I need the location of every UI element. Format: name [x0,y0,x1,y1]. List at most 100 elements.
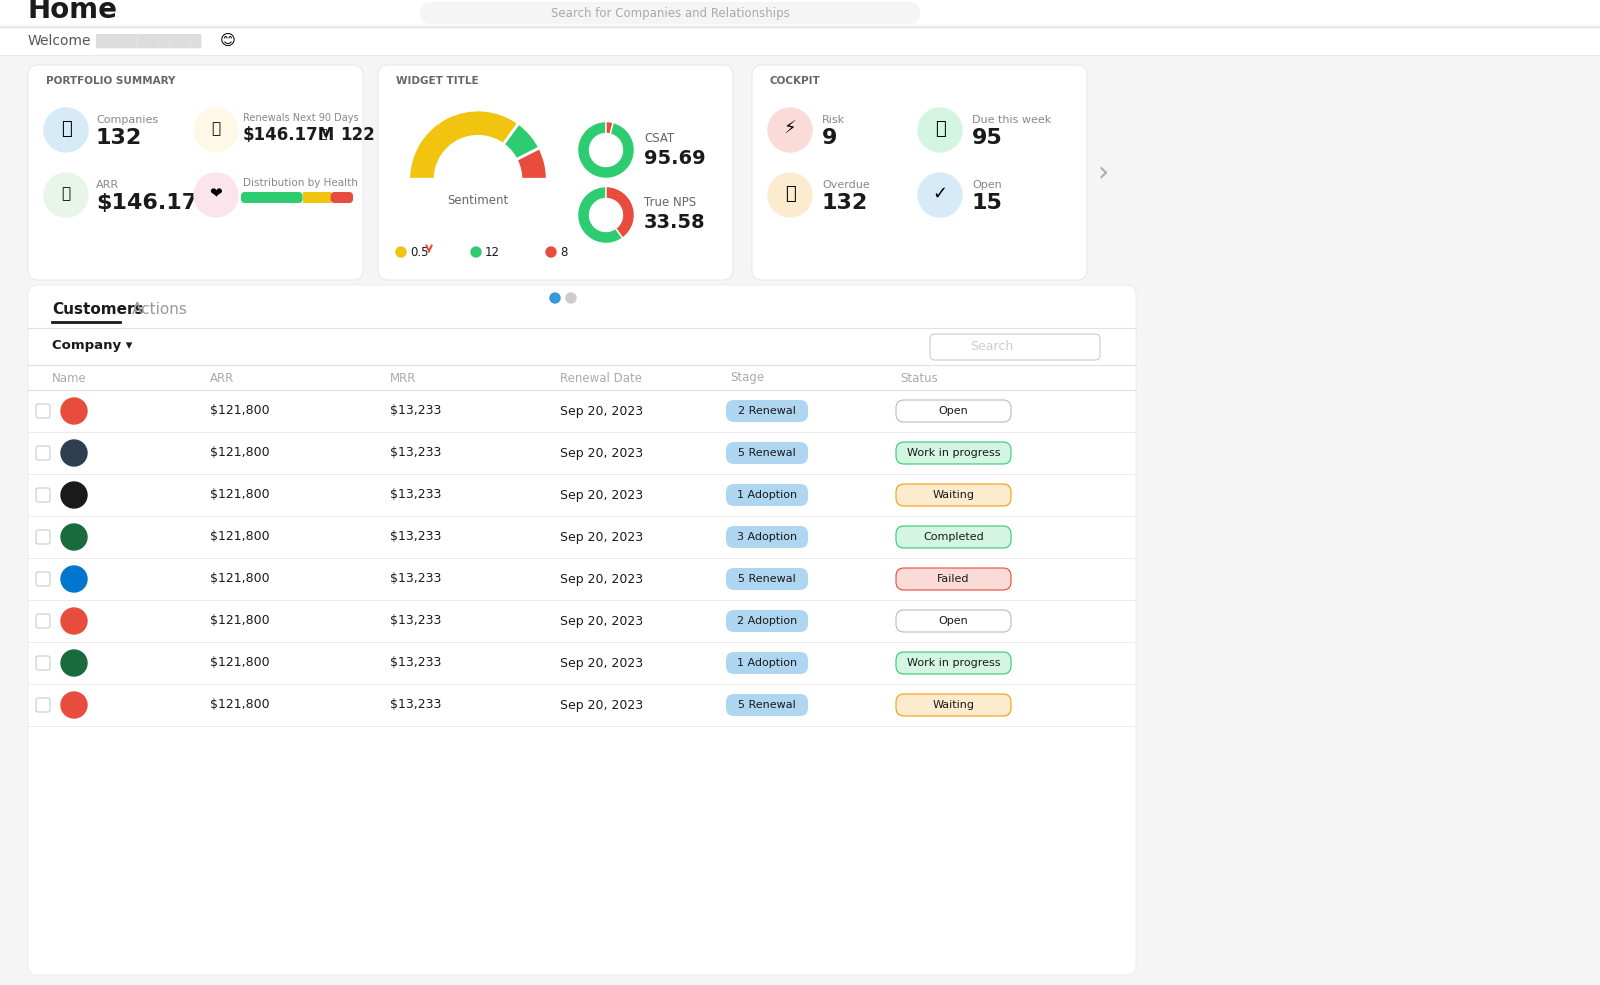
Text: Open: Open [939,616,968,626]
Text: 2 Renewal: 2 Renewal [738,406,795,416]
Circle shape [61,608,86,634]
Text: 95.69: 95.69 [643,149,706,167]
FancyBboxPatch shape [419,2,920,24]
FancyBboxPatch shape [726,652,808,674]
Text: Work in progress: Work in progress [907,448,1000,458]
Text: PORTFOLIO SUMMARY: PORTFOLIO SUMMARY [46,76,176,86]
Text: 1 Adoption: 1 Adoption [738,658,797,668]
Text: ⏰: ⏰ [934,120,946,138]
FancyBboxPatch shape [896,610,1011,632]
Text: 5 Renewal: 5 Renewal [738,448,795,458]
Text: ✓: ✓ [933,185,947,203]
Text: MRR: MRR [390,371,416,384]
FancyBboxPatch shape [35,656,50,670]
Text: 122: 122 [339,126,374,144]
Text: 132: 132 [96,128,142,148]
Circle shape [61,440,86,466]
FancyBboxPatch shape [726,568,808,590]
FancyBboxPatch shape [726,484,808,506]
Text: $13,233: $13,233 [390,572,442,585]
Circle shape [61,482,86,508]
Text: ARR: ARR [210,371,234,384]
Text: Completed: Completed [923,532,984,542]
FancyBboxPatch shape [726,442,808,464]
Text: $13,233: $13,233 [390,656,442,670]
Text: 132: 132 [822,193,869,213]
Text: 📋: 📋 [320,128,326,142]
Text: Home: Home [29,0,118,24]
Text: Open: Open [973,180,1002,190]
Text: 2 Adoption: 2 Adoption [738,616,797,626]
FancyBboxPatch shape [0,27,1600,55]
Text: Search: Search [970,341,1013,354]
FancyBboxPatch shape [896,652,1011,674]
Text: CSAT: CSAT [643,132,674,145]
Circle shape [61,398,86,424]
Text: $121,800: $121,800 [210,405,270,418]
Circle shape [397,247,406,257]
Circle shape [61,524,86,550]
Circle shape [566,293,576,303]
Text: Due this week: Due this week [973,115,1051,125]
Text: True NPS: True NPS [643,196,696,210]
Circle shape [45,173,88,217]
Text: Welcome: Welcome [29,34,91,48]
FancyBboxPatch shape [35,488,50,502]
Text: Sentiment: Sentiment [448,193,509,207]
Text: Renewals Next 90 Days: Renewals Next 90 Days [243,113,358,123]
Wedge shape [408,110,518,179]
Text: Sep 20, 2023: Sep 20, 2023 [560,489,643,501]
Circle shape [546,247,557,257]
Text: $121,800: $121,800 [210,698,270,711]
Circle shape [768,173,813,217]
Text: Open: Open [939,406,968,416]
FancyBboxPatch shape [35,446,50,460]
Wedge shape [578,186,622,243]
FancyBboxPatch shape [896,442,1011,464]
Text: Distribution by Health: Distribution by Health [243,178,358,188]
FancyBboxPatch shape [35,530,50,544]
Wedge shape [517,148,547,179]
Text: $121,800: $121,800 [210,489,270,501]
Text: $121,800: $121,800 [210,572,270,585]
Text: ⚡: ⚡ [784,120,797,138]
FancyBboxPatch shape [726,610,808,632]
Text: $146.17M: $146.17M [243,126,336,144]
Text: $13,233: $13,233 [390,489,442,501]
FancyBboxPatch shape [331,192,354,203]
Text: $13,233: $13,233 [390,446,442,459]
FancyBboxPatch shape [35,404,50,418]
Text: 1 Adoption: 1 Adoption [738,490,797,500]
Text: ARR: ARR [96,180,118,190]
Wedge shape [606,186,635,238]
Text: Search for Companies and Relationships: Search for Companies and Relationships [550,7,789,20]
Text: Stage: Stage [730,371,765,384]
Circle shape [61,692,86,718]
Text: Companies: Companies [96,115,158,125]
FancyBboxPatch shape [726,694,808,716]
Wedge shape [504,123,539,160]
Text: 33.58: 33.58 [643,214,706,232]
Text: Sep 20, 2023: Sep 20, 2023 [560,446,643,459]
Text: 15: 15 [973,193,1003,213]
Text: ██████████: ██████████ [94,33,202,48]
FancyBboxPatch shape [35,698,50,712]
FancyBboxPatch shape [896,526,1011,548]
FancyBboxPatch shape [896,400,1011,422]
Text: Sep 20, 2023: Sep 20, 2023 [560,531,643,544]
FancyBboxPatch shape [378,65,733,280]
Text: Name: Name [51,371,86,384]
Text: Failed: Failed [938,574,970,584]
Text: 📅: 📅 [211,121,221,137]
Text: 8: 8 [560,245,568,258]
Circle shape [550,293,560,303]
Text: 12: 12 [485,245,499,258]
Text: $13,233: $13,233 [390,531,442,544]
Wedge shape [606,121,613,134]
Text: 5 Renewal: 5 Renewal [738,700,795,710]
Circle shape [61,650,86,676]
Text: Status: Status [899,371,938,384]
Text: 📊: 📊 [61,186,70,202]
Circle shape [918,108,962,152]
Text: $146.17M: $146.17M [96,193,219,213]
